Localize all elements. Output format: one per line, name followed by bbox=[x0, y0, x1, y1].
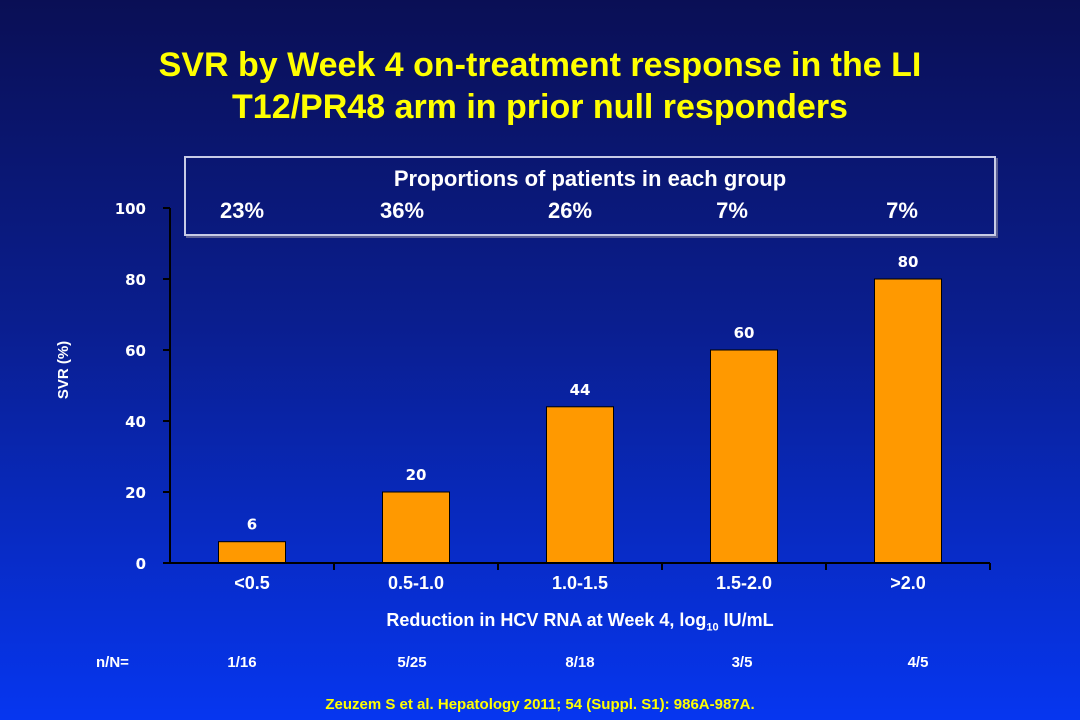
bar bbox=[382, 491, 450, 564]
x-tick-label: <0.5 bbox=[234, 573, 270, 593]
count-value: 4/5 bbox=[907, 654, 929, 671]
slide-title-line2: T12/PR48 arm in prior null responders bbox=[232, 88, 848, 126]
citation: Zeuzem S et al. Hepatology 2011; 54 (Sup… bbox=[325, 696, 755, 713]
x-axis-label-subscript: 10 bbox=[706, 621, 719, 634]
proportions-box: Proportions of patients in each group 23… bbox=[184, 156, 996, 236]
y-tick-label: 80 bbox=[125, 271, 146, 289]
count-value: 1/16 bbox=[227, 654, 257, 671]
y-tick-label: 0 bbox=[136, 555, 146, 573]
x-tick-label: 1.0-1.5 bbox=[552, 573, 608, 593]
bar bbox=[710, 349, 778, 564]
bar-data-label: 44 bbox=[570, 381, 591, 399]
count-value: 3/5 bbox=[731, 654, 753, 671]
count-value: 8/18 bbox=[565, 654, 595, 671]
bar-data-label: 80 bbox=[898, 253, 919, 271]
proportion-value: 26% bbox=[547, 198, 593, 223]
bar bbox=[874, 278, 942, 564]
slide-title: SVR by Week 4 on-treatment response in t… bbox=[100, 44, 980, 128]
bar-data-label: 60 bbox=[734, 324, 755, 342]
bar-data-label: 6 bbox=[247, 516, 257, 534]
y-tick-label: 20 bbox=[125, 484, 146, 502]
slide-title-line1: SVR by Week 4 on-treatment response in t… bbox=[158, 46, 922, 84]
x-tick-label: 0.5-1.0 bbox=[388, 573, 444, 593]
x-axis-label-main: Reduction in HCV RNA at Week 4, log bbox=[386, 610, 707, 630]
y-tick-label: 60 bbox=[125, 342, 146, 360]
x-axis-label-end: IU/mL bbox=[718, 610, 774, 630]
proportion-value: 23% bbox=[219, 198, 265, 223]
count-value: 5/25 bbox=[397, 654, 427, 671]
x-tick-label: >2.0 bbox=[890, 573, 926, 593]
proportion-value: 7% bbox=[716, 198, 748, 223]
proportion-value: 7% bbox=[886, 198, 918, 223]
proportions-heading: Proportions of patients in each group bbox=[393, 166, 787, 191]
y-tick-label: 40 bbox=[125, 413, 146, 431]
x-axis-label: Reduction in HCV RNA at Week 4, log10 IU… bbox=[170, 610, 990, 634]
proportion-value: 36% bbox=[379, 198, 425, 223]
bar bbox=[546, 406, 614, 564]
y-axis-label: SVR (%) bbox=[55, 341, 72, 399]
bar-data-label: 20 bbox=[406, 466, 427, 484]
y-tick-label: 100 bbox=[115, 200, 146, 218]
bar bbox=[218, 541, 286, 564]
counts-label: n/N= bbox=[96, 654, 129, 671]
x-tick-label: 1.5-2.0 bbox=[716, 573, 772, 593]
